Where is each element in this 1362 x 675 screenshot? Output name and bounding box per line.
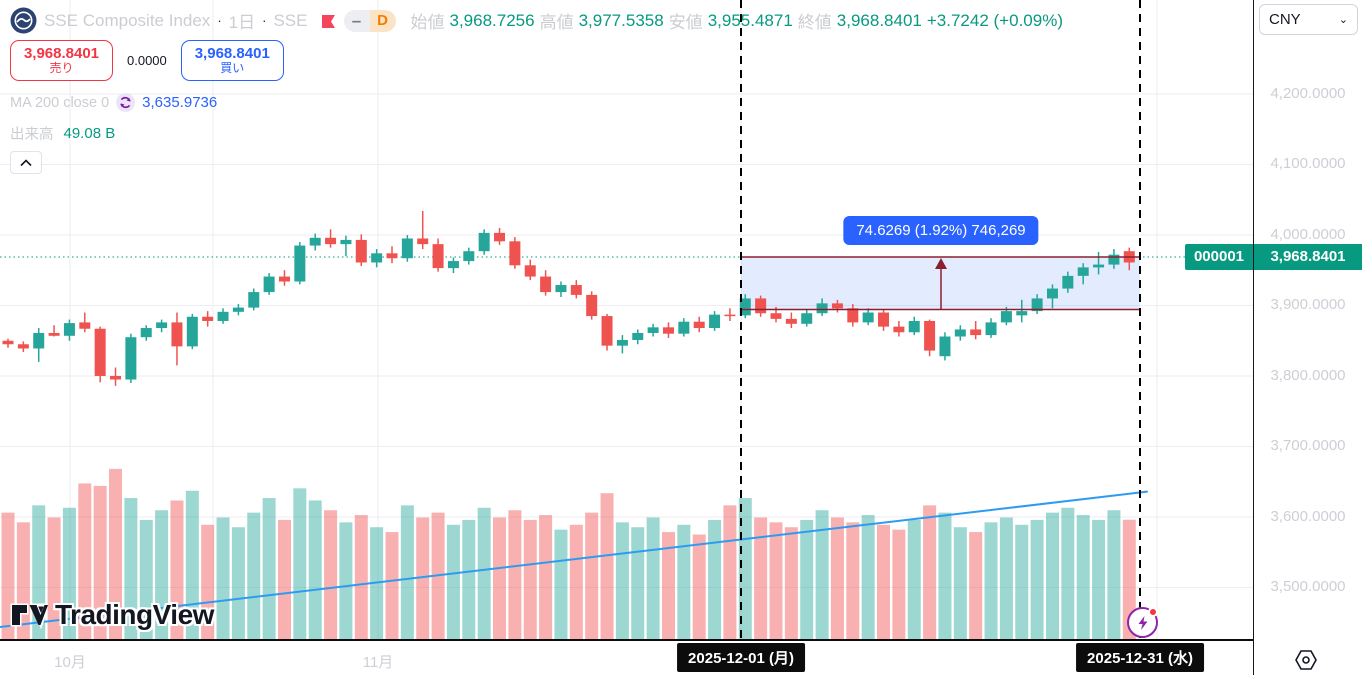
separator-dot: · — [262, 13, 267, 28]
price-chart[interactable] — [0, 0, 1253, 640]
market-status-pill[interactable]: – D — [343, 9, 396, 32]
tradingview-watermark[interactable]: TradingView — [10, 599, 214, 631]
chevron-up-icon — [20, 158, 32, 166]
volume-indicator-row[interactable]: 出来高 49.08 B — [10, 123, 115, 144]
reload-icon[interactable] — [116, 93, 136, 112]
symbol-title[interactable]: SSE Composite Index — [44, 10, 211, 30]
date-badge: 2025-12-01 (月) — [677, 643, 805, 672]
price-tick-label: 3,600.0000 — [1270, 507, 1346, 525]
price-tick-label: 4,100.0000 — [1270, 155, 1346, 173]
volume-label: 出来高 — [10, 127, 54, 143]
buy-price: 3,968.8401 — [194, 44, 270, 62]
tradingview-logo-icon — [10, 603, 48, 630]
buy-label: 買い — [220, 61, 245, 76]
close-value: 3,968.8401 — [836, 10, 922, 30]
low-label: 安値 — [668, 13, 703, 32]
ma-indicator-row[interactable]: MA 200 close 0 3,635.9736 — [10, 93, 217, 112]
watermark-text: TradingView — [55, 599, 214, 630]
time-tick-label: 10月 — [54, 654, 86, 671]
spread-value: 0.0000 — [127, 53, 167, 68]
price-tick-label: 3,700.0000 — [1270, 437, 1346, 455]
chart-legend: SSE Composite Index · 1日 · SSE – D 始値 3,… — [10, 7, 1063, 34]
sell-button[interactable]: 3,968.8401 売り — [10, 40, 113, 81]
high-value: 3,977.5358 — [578, 10, 664, 30]
price-axis[interactable]: CNY ⌄ 4,200.0000 4,100.0000 4,000.0000 3,90… — [1253, 0, 1362, 675]
separator-dot: · — [217, 13, 222, 28]
high-label: 高値 — [539, 13, 574, 32]
status-dash-icon: – — [343, 9, 370, 32]
change-value: +3.7242 (+0.09%) — [926, 10, 1063, 30]
sell-label: 売り — [49, 61, 74, 76]
exchange-label: SSE — [273, 10, 308, 30]
buy-button[interactable]: 3,968.8401 買い — [180, 40, 284, 81]
flag-icon[interactable] — [319, 12, 337, 30]
symbol-logo — [10, 7, 37, 34]
pane-separator[interactable] — [0, 639, 1362, 641]
time-tick-label: 11月 — [362, 654, 394, 671]
price-tick-label: 3,900.0000 — [1270, 296, 1346, 314]
lightning-icon — [1138, 615, 1147, 630]
chevron-down-icon: ⌄ — [1338, 14, 1348, 26]
last-price-badge: 3,968.8401 — [1254, 243, 1362, 270]
price-tick-label: 3,800.0000 — [1270, 366, 1346, 384]
low-value: 3,955.4871 — [707, 10, 793, 30]
time-axis[interactable]: 10月 11月 2025-12-01 (月) 2025-12-31 (水) — [0, 641, 1253, 675]
open-label: 始値 — [410, 13, 445, 32]
notification-dot — [1148, 607, 1158, 617]
collapse-legend-button[interactable] — [10, 151, 42, 174]
delayed-data-badge: D — [369, 9, 396, 32]
close-label: 終値 — [797, 13, 832, 32]
volume-value: 49.08 B — [63, 125, 116, 142]
ohlc-legend: 始値 3,968.7256 高値 3,977.5358 安値 3,955.487… — [411, 8, 1063, 33]
ticker-price-label: 000001 — [1185, 243, 1253, 270]
date-badge: 2025-12-31 (水) — [1076, 643, 1204, 672]
currency-selector[interactable]: CNY ⌄ — [1259, 4, 1358, 35]
axis-settings-gear-icon[interactable] — [1294, 649, 1318, 671]
ma-value: 3,635.9736 — [142, 94, 218, 111]
interval-label[interactable]: 1日 — [228, 13, 256, 32]
price-tick-label: 3,500.0000 — [1270, 578, 1346, 596]
publish-idea-button[interactable] — [1127, 607, 1158, 638]
open-value: 3,968.7256 — [449, 10, 535, 30]
sell-price: 3,968.8401 — [23, 44, 100, 62]
currency-value: CNY — [1269, 11, 1301, 28]
price-tick-label: 4,200.0000 — [1270, 84, 1346, 102]
price-tick-label: 4,000.0000 — [1270, 225, 1346, 243]
measure-tooltip: 74.6269 (1.92%) 746,269 — [843, 216, 1039, 245]
ma-label: MA 200 close 0 — [10, 94, 110, 111]
trade-panel: 3,968.8401 売り 0.0000 3,968.8401 買い — [10, 40, 284, 81]
